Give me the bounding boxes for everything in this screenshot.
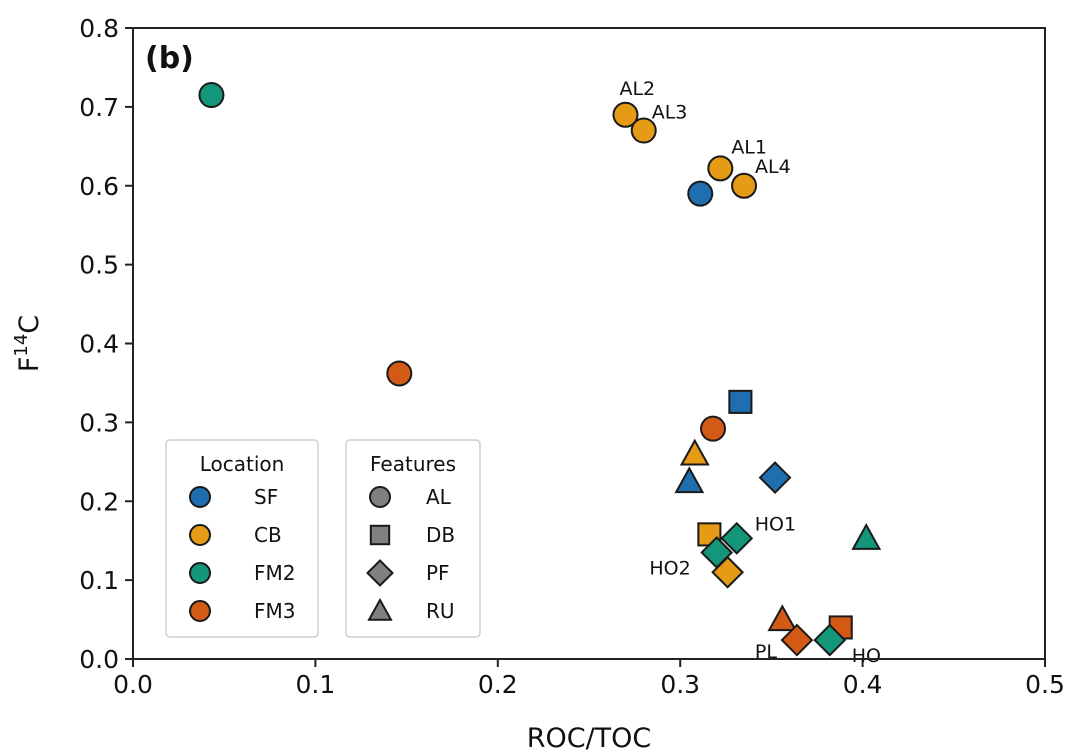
- point-label: AL1: [731, 136, 767, 158]
- y-tick-label: 0.4: [79, 330, 119, 359]
- data-point-fm3-al: [700, 415, 727, 442]
- legend-label: PF: [426, 561, 450, 585]
- point-label: HO1: [755, 513, 796, 535]
- legend-marker-db: [369, 524, 391, 546]
- legend-label: FM2: [254, 561, 295, 585]
- x-tick-label: 0.4: [843, 670, 883, 699]
- x-tick-label: 0.3: [660, 670, 700, 699]
- data-point-fm3-al: [386, 360, 413, 387]
- y-axis-title: F14C: [11, 315, 45, 372]
- legend-label: AL: [426, 485, 452, 509]
- data-point-fm3-pf: [780, 623, 814, 657]
- panel-label: (b): [145, 41, 194, 76]
- legend-title: Location: [200, 452, 285, 476]
- data-point-fm2-al: [198, 82, 225, 109]
- data-point-sf-pf: [758, 461, 792, 495]
- x-axis-title: ROC/TOC: [527, 723, 652, 754]
- legend-title: Features: [370, 452, 456, 476]
- y-axis-title-superscript: 14: [11, 334, 32, 357]
- legend-marker-fm2: [189, 562, 211, 584]
- y-tick-label: 0.5: [79, 251, 119, 280]
- data-point-cb-pf: [711, 555, 745, 589]
- data-point-cb-al: [707, 155, 734, 182]
- y-axis-title-suffix: C: [14, 315, 45, 334]
- y-tick-label: 0.3: [79, 408, 119, 437]
- point-label: HO2: [649, 558, 690, 580]
- legend-marker-sf: [189, 486, 211, 508]
- data-point-sf-ru: [674, 466, 705, 494]
- point-label: AL2: [619, 78, 655, 100]
- point-label: AL4: [755, 156, 791, 178]
- legend-label: RU: [426, 599, 455, 623]
- point-label: AL3: [652, 102, 688, 124]
- plot-frame: [132, 27, 1046, 660]
- y-tick-label: 0.8: [79, 14, 119, 43]
- legend-marker-ru: [367, 597, 393, 621]
- y-tick-label: 0.2: [79, 487, 119, 516]
- legend-marker-fm3: [189, 600, 211, 622]
- data-point-fm2-pf: [720, 521, 754, 555]
- data-points: [198, 82, 882, 657]
- legend-label: DB: [426, 523, 455, 547]
- y-tick-label: 0.6: [79, 172, 119, 201]
- legend-marker-al: [369, 486, 391, 508]
- data-point-sf-al: [687, 180, 714, 207]
- y-tick-label: 0.0: [79, 645, 119, 674]
- x-tick-label: 0.5: [1025, 670, 1065, 699]
- data-point-sf-db: [728, 389, 753, 414]
- axes: 0.0 0.1 0.2 0.3 0.4 0.5 0.0 0.1 0.2 0.3 0.4 0.5 0.6 0…: [79, 14, 1065, 699]
- data-point-cb-ru: [679, 438, 710, 466]
- legend-label: SF: [254, 485, 278, 509]
- legend-marker-cb: [189, 524, 211, 546]
- legend-label: FM3: [254, 599, 295, 623]
- data-point-cb-al: [630, 117, 657, 144]
- data-point-fm2-ru: [851, 523, 882, 550]
- y-axis-title-main: F: [14, 357, 45, 373]
- point-label: PL: [755, 641, 777, 663]
- point-label: HO: [852, 645, 881, 667]
- data-point-fm2-pf: [813, 623, 847, 657]
- legend-label: CB: [254, 523, 282, 547]
- y-tick-label: 0.1: [79, 566, 119, 595]
- y-tick-label: 0.7: [79, 93, 119, 122]
- x-tick-label: 0.2: [478, 670, 518, 699]
- data-point-cb-al: [731, 172, 758, 199]
- x-tick-label: 0.1: [296, 670, 336, 699]
- data-point-cb-al: [612, 101, 639, 128]
- x-tick-label: 0.0: [113, 670, 153, 699]
- legends: Location SF CB FM2 FM3 Features AL DB PF RU: [165, 439, 481, 638]
- legend-marker-pf: [366, 559, 394, 587]
- data-point-fm3-ru: [767, 604, 798, 632]
